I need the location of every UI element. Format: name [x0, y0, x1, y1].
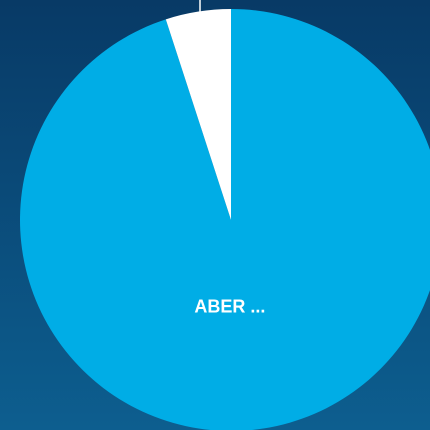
- pie-slice: [165, 9, 231, 220]
- slice-label: ABER ...: [194, 296, 265, 316]
- pie-slice: [20, 9, 430, 430]
